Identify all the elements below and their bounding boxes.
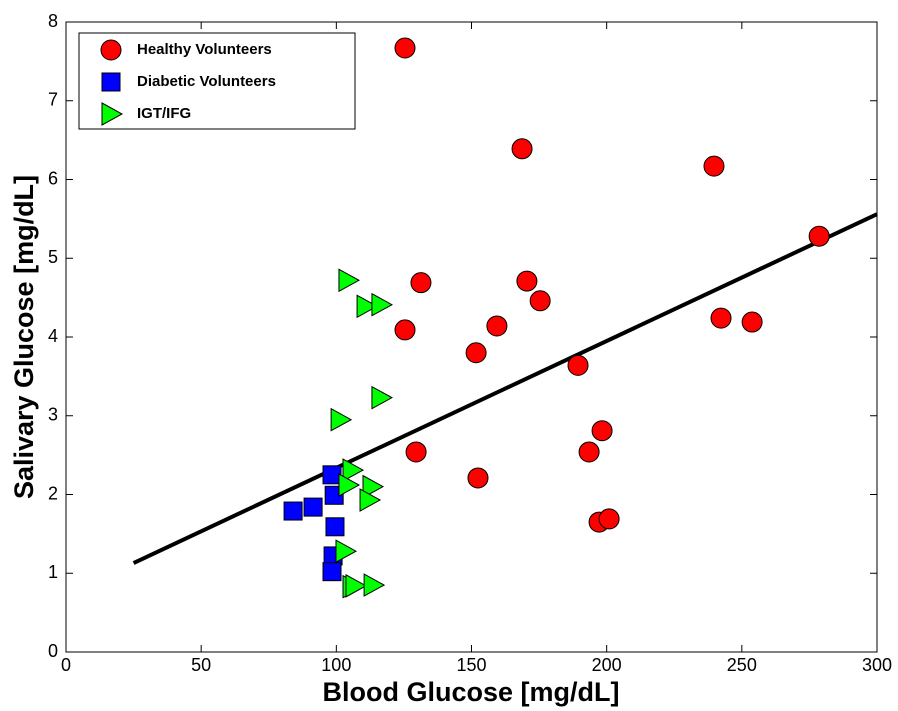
- point: [342, 458, 365, 482]
- x-tick-label: 150: [456, 655, 486, 675]
- point: [371, 385, 393, 410]
- point: [567, 354, 589, 376]
- point: [394, 319, 416, 341]
- point: [335, 539, 358, 564]
- point: [322, 562, 342, 582]
- legend-label: IGT/IFG: [137, 105, 191, 122]
- x-tick-label: 100: [321, 655, 351, 675]
- y-tick-label: 2: [48, 483, 58, 503]
- point: [371, 292, 393, 317]
- point: [359, 488, 382, 512]
- point: [516, 270, 538, 292]
- y-tick-label: 0: [48, 641, 58, 661]
- fit-line: [132, 212, 878, 565]
- legend-marker: [100, 39, 122, 61]
- y-tick-label: 5: [48, 247, 58, 267]
- point: [710, 307, 732, 329]
- point: [303, 497, 323, 517]
- point: [394, 37, 416, 59]
- y-tick-label: 7: [48, 90, 58, 110]
- point: [465, 342, 487, 364]
- legend-marker: [101, 72, 121, 92]
- y-tick-label: 3: [48, 405, 58, 425]
- point: [405, 441, 427, 463]
- point: [511, 138, 533, 160]
- y-axis-title: Salivary Glucose [mg/dL]: [9, 175, 39, 499]
- x-axis-title: Blood Glucose [mg/dL]: [323, 677, 620, 707]
- y-tick-label: 6: [48, 168, 58, 188]
- legend-marker: [101, 102, 124, 126]
- legend-label: Healthy Volunteers: [137, 41, 272, 58]
- point: [345, 574, 368, 598]
- point: [322, 465, 342, 485]
- point: [591, 420, 613, 442]
- point: [330, 407, 353, 432]
- point: [808, 225, 830, 247]
- point: [467, 467, 489, 489]
- x-tick-label: 200: [592, 655, 622, 675]
- point: [741, 311, 763, 333]
- x-tick-label: 0: [61, 655, 71, 675]
- point: [338, 473, 360, 497]
- y-tick-label: 1: [48, 562, 58, 582]
- point: [325, 517, 345, 537]
- y-tick-label: 8: [48, 11, 58, 31]
- legend-box: [78, 32, 356, 130]
- y-tick-label: 4: [48, 326, 58, 346]
- x-tick-label: 250: [727, 655, 757, 675]
- point: [598, 508, 620, 530]
- point: [410, 272, 432, 294]
- point: [363, 573, 386, 597]
- legend-label: Diabetic Volunteers: [137, 73, 276, 90]
- point: [283, 501, 303, 521]
- x-tick-label: 50: [191, 655, 211, 675]
- point: [486, 315, 508, 337]
- point: [578, 441, 600, 463]
- x-tick-label: 300: [862, 655, 892, 675]
- point: [338, 268, 360, 293]
- point: [362, 474, 385, 499]
- point: [529, 290, 551, 312]
- point: [703, 155, 725, 177]
- point: [356, 294, 379, 319]
